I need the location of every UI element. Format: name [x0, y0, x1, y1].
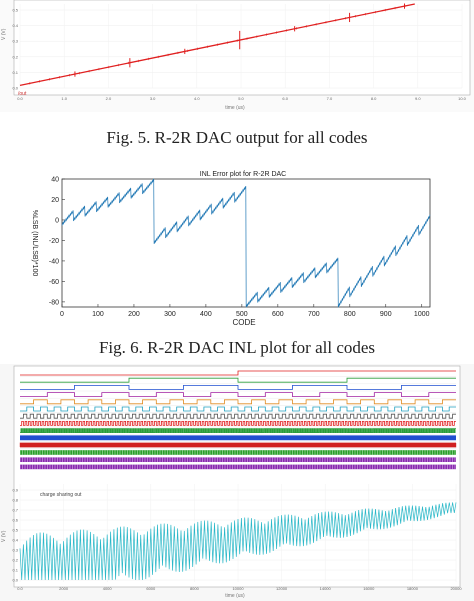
fig6-inl-line [61, 178, 431, 308]
fig6-x-tick-label: 400 [200, 311, 212, 318]
fig5-y-ticks: 0.5 0.4 0.3 0.2 0.1 0.0 [12, 8, 18, 91]
fig6-x-tick-label: 800 [344, 311, 356, 318]
fig7-digital-trace [19, 442, 457, 448]
fig7-digital-trace [20, 406, 456, 412]
fig5-y-tick-label: 0.3 [12, 39, 18, 44]
fig6-y-tick-label: 0 [55, 217, 59, 224]
fig6-title: INL Error plot for R-2R DAC [200, 171, 286, 178]
fig5-x-tick-label: 1.0 [61, 96, 67, 101]
fig7-x-tick-label: 2000 [59, 586, 69, 591]
fig5-x-tick-label: 0.0 [17, 96, 23, 101]
fig5-y-tick-label: 0.1 [12, 70, 18, 75]
fig5-x-tick-label: 8.0 [371, 96, 377, 101]
fig5-grid [19, 4, 463, 89]
fig7-y-tick-label: 0.8 [12, 498, 18, 503]
fig7-dense-trace [20, 464, 456, 470]
fig6-y-tick-label: 20 [51, 197, 59, 204]
fig7-digital-trace [20, 435, 456, 441]
fig6-x-tick-label: 0 [60, 311, 64, 318]
fig5-x-tick-label: 7.0 [327, 96, 333, 101]
fig7-x-label: time (us) [225, 593, 245, 599]
fig5-x-tick-label: 2.0 [106, 96, 112, 101]
fig5-legend-tag: /out [18, 91, 27, 97]
fig5-y-tick-label: 0.2 [12, 54, 18, 59]
fig7-y-tick-label: 0.3 [12, 548, 18, 553]
fig6-x-tick-label: 200 [128, 311, 140, 318]
fig7-y-tick-label: 0.9 [12, 488, 18, 493]
fig5-x-ticks: 0.0 1.0 2.0 3.0 4.0 5.0 6.0 7.0 8.0 9.0 10.0 [17, 96, 466, 101]
fig7-digital-trace [20, 385, 456, 390]
fig7-y-tick-label: 0.4 [12, 538, 18, 543]
fig5-x-tick-label: 4.0 [194, 96, 200, 101]
fig7-x-tick-label: 10000 [232, 586, 244, 591]
fig5-x-tick-label: 5.0 [238, 96, 244, 101]
fig5-series [19, 3, 415, 87]
fig7-digital-trace [20, 413, 456, 419]
fig7-digital-trace [20, 377, 456, 383]
fig6-x-label: CODE [232, 318, 255, 327]
fig6-x-tick-label: 300 [164, 311, 176, 318]
fig5-x-label: time (us) [225, 105, 245, 111]
fig6-x-tick-label: 1000 [414, 311, 430, 318]
fig5-caption: Fig. 5. R-2R DAC output for all codes [106, 128, 368, 147]
fig5-x-tick-label: 3.0 [150, 96, 156, 101]
fig6-x-tick-label: 900 [380, 311, 392, 318]
fig7-y-tick-label: 0.6 [12, 518, 18, 523]
fig5-plot: 0.5 0.4 0.3 0.2 0.1 0.0 0.0 1.0 2.0 3.0 4.0 5.0 6.0… [0, 0, 474, 112]
fig6-x-ticks: 0 100 200 300 400 500 600 700 800 900 1000 [60, 304, 430, 318]
fig7-x-tick-label: 20000 [450, 586, 462, 591]
fig7-y-tick-label: 0.0 [12, 578, 18, 583]
fig5-y-label: V (V) [1, 28, 7, 40]
fig6-y-tick-label: -80 [49, 299, 59, 306]
fig6-caption: Fig. 6. R-2R DAC INL plot for all codes [98, 338, 376, 357]
fig7-x-tick-label: 4000 [103, 586, 113, 591]
fig7-digital-trace [20, 428, 456, 433]
fig7-x-tick-label: 8000 [190, 586, 200, 591]
fig7-y-tick-label: 0.2 [12, 558, 18, 563]
fig6-series [61, 178, 431, 308]
fig6-x-tick-label: 500 [236, 311, 248, 318]
fig5-y-tick-label: 0.5 [12, 8, 18, 13]
fig5-frame [13, 0, 471, 96]
fig6-plot: INL Error plot for R-2R DAC -80 -60 -40 -20… [0, 168, 474, 328]
fig5-x-tick-label: 9.0 [415, 96, 421, 101]
fig7-y-label: V (V) [1, 530, 7, 542]
fig6-background [0, 168, 474, 328]
fig7-x-tick-label: 0.0 [17, 586, 23, 591]
fig7-x-tick-label: 12000 [276, 586, 288, 591]
fig7-digital-trace [20, 392, 456, 397]
fig7-dense-trace [20, 457, 456, 462]
fig7-x-tick-label: 18000 [407, 586, 419, 591]
fig6-x-tick-label: 600 [272, 311, 284, 318]
fig7-digital-trace [20, 399, 456, 405]
fig6-y-tick-label: -60 [49, 279, 59, 286]
fig7-y-tick-label: 0.7 [12, 508, 18, 513]
fig6-x-tick-label: 700 [308, 311, 320, 318]
fig7-x-tick-label: 6000 [146, 586, 156, 591]
fig7-digital-traces [19, 370, 457, 470]
fig7-analog-trace [19, 502, 457, 581]
fig6-y-ticks: -80 -60 -40 -20 0 20 40 [49, 177, 65, 306]
fig6-y-tick-label: 40 [51, 177, 59, 184]
fig6-y-tick-label: -20 [49, 238, 59, 245]
fig7-analog-line [19, 502, 457, 581]
fig6-y-tick-label: -40 [49, 258, 59, 265]
fig5-x-tick-label: 6.0 [282, 96, 288, 101]
fig7-digital-trace [20, 421, 456, 426]
fig6-y-label: %LSB (INL/LSB)*100 [31, 210, 38, 277]
fig7-y-tick-label: 0.5 [12, 528, 18, 533]
fig7-x-tick-label: 16000 [363, 586, 375, 591]
fig7-plot: 0.9 0.8 0.7 0.6 0.5 0.4 0.3 0.2 0.1 0.0 0.0 2000 40… [0, 364, 474, 601]
fig7-x-ticks: 0.0 2000 4000 6000 8000 10000 12000 14000 16000 1… [17, 586, 462, 591]
fig5-y-tick-label: 0.0 [12, 86, 18, 91]
fig7-panel-label: charge sharing out [40, 492, 82, 498]
fig6-x-tick-label: 100 [92, 311, 104, 318]
fig7-dense-trace [20, 450, 456, 455]
fig7-y-ticks: 0.9 0.8 0.7 0.6 0.5 0.4 0.3 0.2 0.1 0.0 [12, 488, 18, 583]
fig7-digital-trace [20, 370, 456, 376]
fig7-y-tick-label: 0.1 [12, 568, 18, 573]
fig5-y-tick-label: 0.4 [12, 23, 18, 28]
fig7-x-tick-label: 14000 [320, 586, 332, 591]
fig5-x-tick-label: 10.0 [458, 96, 467, 101]
